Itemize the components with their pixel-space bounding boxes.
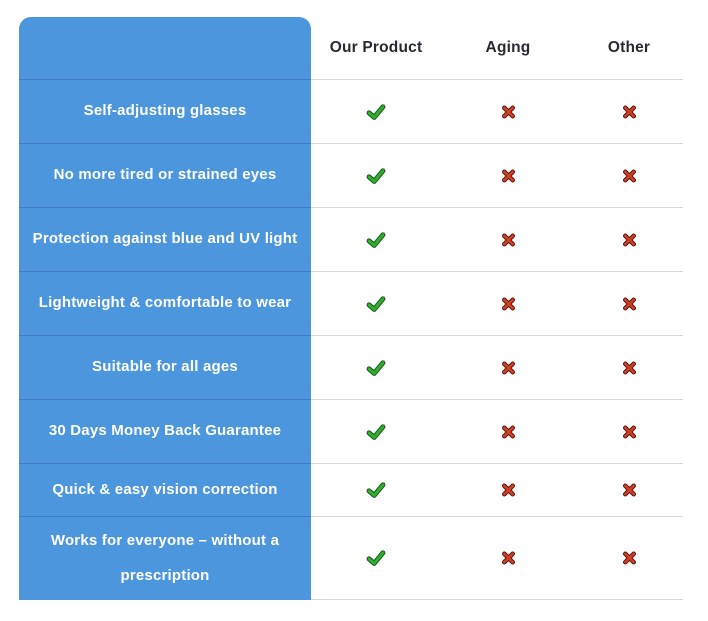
comparison-table: Our Product Aging Other Self-adjusting g… (19, 17, 683, 600)
mark-cell-our-product (311, 208, 441, 272)
mark-cell-our-product (311, 144, 441, 208)
cross-icon (501, 361, 515, 374)
feature-label: Self-adjusting glasses (19, 80, 311, 144)
feature-label: Lightweight & comfortable to wear (19, 272, 311, 336)
cross-icon (501, 483, 515, 497)
mark-cell-other (575, 400, 683, 464)
table-row: 30 Days Money Back Guarantee (19, 400, 683, 464)
feature-label: 30 Days Money Back Guarantee (19, 400, 311, 464)
column-header-aging: Aging (441, 17, 575, 80)
mark-cell-aging (441, 272, 575, 336)
table-row: Self-adjusting glasses (19, 80, 683, 144)
check-icon (366, 359, 386, 376)
check-icon (366, 423, 386, 440)
cross-icon (501, 233, 515, 246)
table-header-row: Our Product Aging Other (19, 17, 683, 80)
table-row: Works for everyone – without a prescript… (19, 517, 683, 600)
feature-label: No more tired or strained eyes (19, 144, 311, 208)
feature-label: Quick & easy vision correction (19, 464, 311, 517)
cross-icon (622, 297, 636, 310)
mark-cell-other (575, 144, 683, 208)
check-icon (366, 231, 386, 248)
mark-cell-aging (441, 464, 575, 517)
mark-cell-other (575, 464, 683, 517)
table-row: Protection against blue and UV light (19, 208, 683, 272)
mark-cell-aging (441, 336, 575, 400)
feature-label: Works for everyone – without a prescript… (19, 517, 311, 600)
column-header-other: Other (575, 17, 683, 80)
mark-cell-other (575, 80, 683, 144)
cross-icon (622, 483, 636, 497)
table-row: Quick & easy vision correction (19, 464, 683, 517)
feature-label: Suitable for all ages (19, 336, 311, 400)
cross-icon (501, 169, 515, 182)
mark-cell-aging (441, 400, 575, 464)
cross-icon (501, 297, 515, 310)
cross-icon (622, 361, 636, 374)
mark-cell-our-product (311, 80, 441, 144)
mark-cell-our-product (311, 464, 441, 517)
check-icon (366, 167, 386, 184)
table-row: No more tired or strained eyes (19, 144, 683, 208)
mark-cell-aging (441, 144, 575, 208)
mark-cell-our-product (311, 336, 441, 400)
cross-icon (501, 105, 515, 118)
table-row: Suitable for all ages (19, 336, 683, 400)
feature-label: Protection against blue and UV light (19, 208, 311, 272)
cross-icon (622, 551, 636, 565)
mark-cell-other (575, 208, 683, 272)
column-header-our-product: Our Product (311, 17, 441, 80)
feature-column-header (19, 17, 311, 80)
mark-cell-aging (441, 208, 575, 272)
cross-icon (622, 105, 636, 118)
cross-icon (622, 169, 636, 182)
cross-icon (501, 551, 515, 565)
table-body: Self-adjusting glasses No more tired or … (19, 80, 683, 600)
check-icon (366, 482, 386, 498)
mark-cell-our-product (311, 517, 441, 600)
check-icon (366, 295, 386, 312)
check-icon (366, 550, 386, 566)
mark-cell-other (575, 272, 683, 336)
mark-cell-our-product (311, 400, 441, 464)
check-icon (366, 103, 386, 120)
cross-icon (501, 425, 515, 438)
mark-cell-our-product (311, 272, 441, 336)
mark-cell-aging (441, 80, 575, 144)
cross-icon (622, 425, 636, 438)
mark-cell-other (575, 517, 683, 600)
cross-icon (622, 233, 636, 246)
mark-cell-aging (441, 517, 575, 600)
mark-cell-other (575, 336, 683, 400)
table-row: Lightweight & comfortable to wear (19, 272, 683, 336)
